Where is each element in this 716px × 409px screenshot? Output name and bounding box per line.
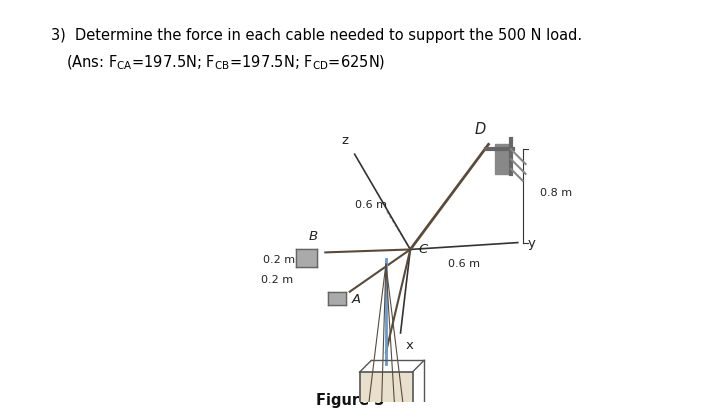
Text: B: B (309, 229, 318, 242)
Text: (Ans: F$_\mathregular{CA}$=197.5N; F$_\mathregular{CB}$=197.5N; F$_\mathregular{: (Ans: F$_\mathregular{CA}$=197.5N; F$_\m… (67, 54, 386, 72)
Text: y: y (528, 236, 536, 249)
Text: 0.6 m: 0.6 m (448, 258, 480, 268)
Text: C: C (418, 242, 427, 255)
Text: Figure 3: Figure 3 (316, 392, 384, 407)
Bar (296, 250, 317, 267)
Text: D: D (475, 121, 486, 136)
Bar (495, 145, 511, 174)
Text: 3)  Determine the force in each cable needed to support the 500 N load.: 3) Determine the force in each cable nee… (51, 27, 582, 43)
Text: 0.6 m: 0.6 m (355, 200, 387, 210)
Bar (328, 292, 346, 306)
Text: 0.2 m: 0.2 m (261, 274, 293, 284)
Text: z: z (342, 134, 349, 147)
Text: x: x (405, 338, 413, 351)
Bar (359, 372, 413, 409)
Text: A: A (352, 292, 361, 305)
Text: 0.8 m: 0.8 m (541, 188, 572, 198)
Text: 0.2 m: 0.2 m (263, 255, 295, 265)
